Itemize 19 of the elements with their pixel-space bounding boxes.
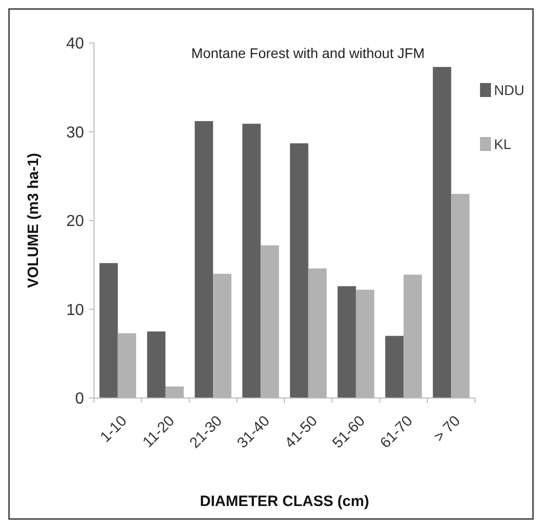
bar — [432, 66, 452, 398]
bar — [147, 331, 166, 398]
bar — [194, 121, 214, 398]
legend-label: NDU — [494, 82, 524, 98]
y-tick-label: 10 — [66, 302, 84, 319]
legend-label: KL — [494, 136, 512, 152]
y-tick-label: 30 — [66, 124, 84, 142]
y-axis-title: VOLUME (m3 ha-1) — [25, 152, 42, 288]
x-tick-label: > 70 — [430, 412, 464, 446]
bar — [99, 263, 118, 398]
bar — [338, 286, 356, 398]
y-tick-label: 20 — [66, 213, 84, 230]
y-tick-label: 40 — [66, 36, 84, 53]
y-tick-label: 0 — [75, 390, 84, 408]
bar — [242, 124, 261, 398]
chart-title: Montane Forest with and without JFM — [191, 45, 425, 61]
bar — [385, 336, 404, 398]
bar — [290, 143, 308, 398]
x-axis-title: DIAMETER CLASS (cm) — [200, 493, 370, 510]
